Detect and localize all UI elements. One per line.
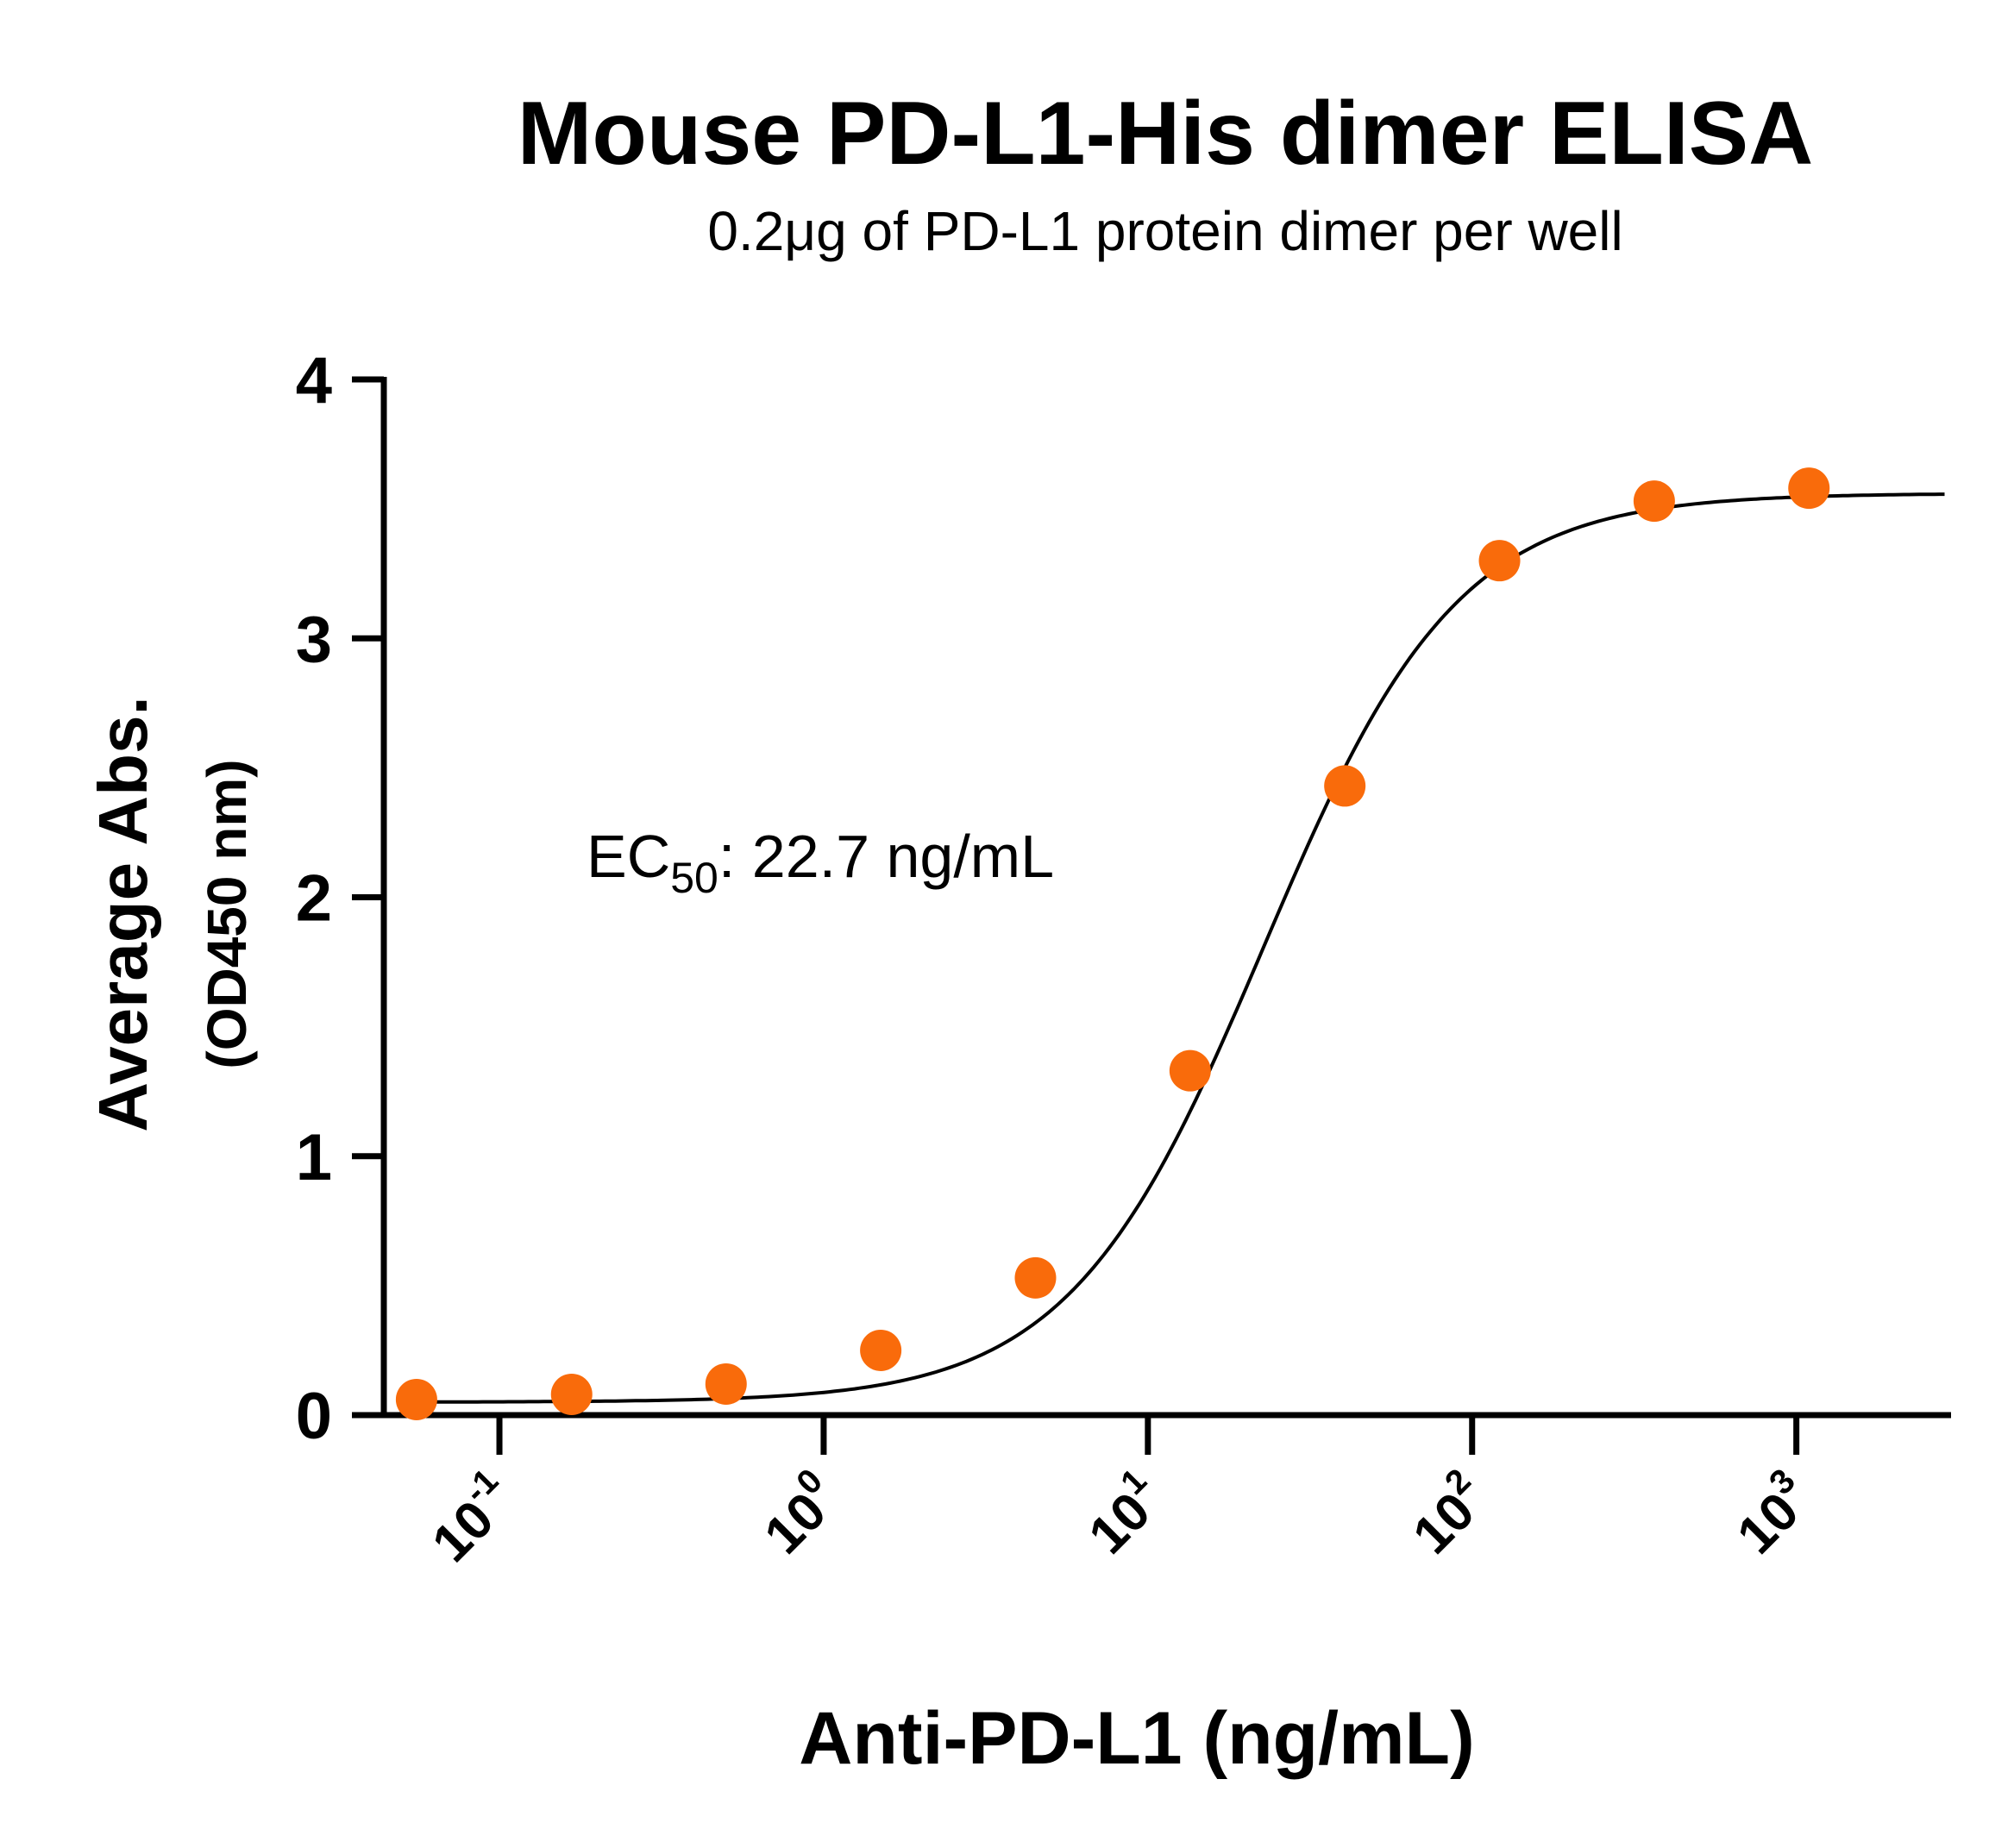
y-axis-sublabel: (OD450 nm)	[196, 759, 258, 1068]
data-point	[1788, 467, 1830, 510]
data-point	[860, 1329, 902, 1371]
data-points-layer	[395, 467, 1830, 1420]
ec50-prefix: EC	[587, 823, 670, 890]
y-axis-label: Average Abs.	[85, 696, 161, 1131]
data-point	[1169, 1049, 1211, 1092]
ec50-value: : 22.7 ng/mL	[718, 823, 1054, 890]
data-point	[705, 1363, 747, 1405]
x-tick-label: 102	[1396, 1462, 1499, 1565]
data-point	[550, 1373, 593, 1415]
ec50-annotation: EC50: 22.7 ng/mL	[587, 823, 1054, 902]
x-tick-label: 103	[1720, 1462, 1823, 1565]
chart-title: Mouse PD-L1-His dimer ELISA	[518, 84, 1813, 184]
y-axis-title: Average Abs. (OD450 nm)	[85, 696, 258, 1131]
y-tick-label: 1	[296, 1121, 332, 1194]
x-tick-label: 100	[747, 1462, 850, 1565]
y-tick-label: 0	[296, 1380, 332, 1453]
data-point	[1014, 1256, 1057, 1299]
y-tick-label: 3	[296, 603, 332, 676]
data-point	[1478, 540, 1521, 582]
chart-subtitle: 0.2μg of PD-L1 protein dimer per well	[707, 200, 1622, 262]
fit-curve	[416, 492, 1945, 1404]
y-tick-label: 4	[296, 344, 332, 417]
data-point	[1633, 480, 1675, 523]
axes: 0 1 2 3 4 10-1 100 101 102 103	[296, 344, 1951, 1574]
y-tick-label: 2	[296, 862, 332, 936]
ec50-subscript: 50	[670, 854, 718, 902]
data-point	[395, 1378, 437, 1420]
data-point	[1324, 765, 1366, 807]
x-tick-label: 101	[1071, 1462, 1175, 1565]
fit-curve-layer	[416, 492, 1945, 1404]
x-axis-label: Anti-PD-L1 (ng/mL)	[799, 1697, 1474, 1780]
x-tick-label: 10-1	[415, 1462, 527, 1574]
